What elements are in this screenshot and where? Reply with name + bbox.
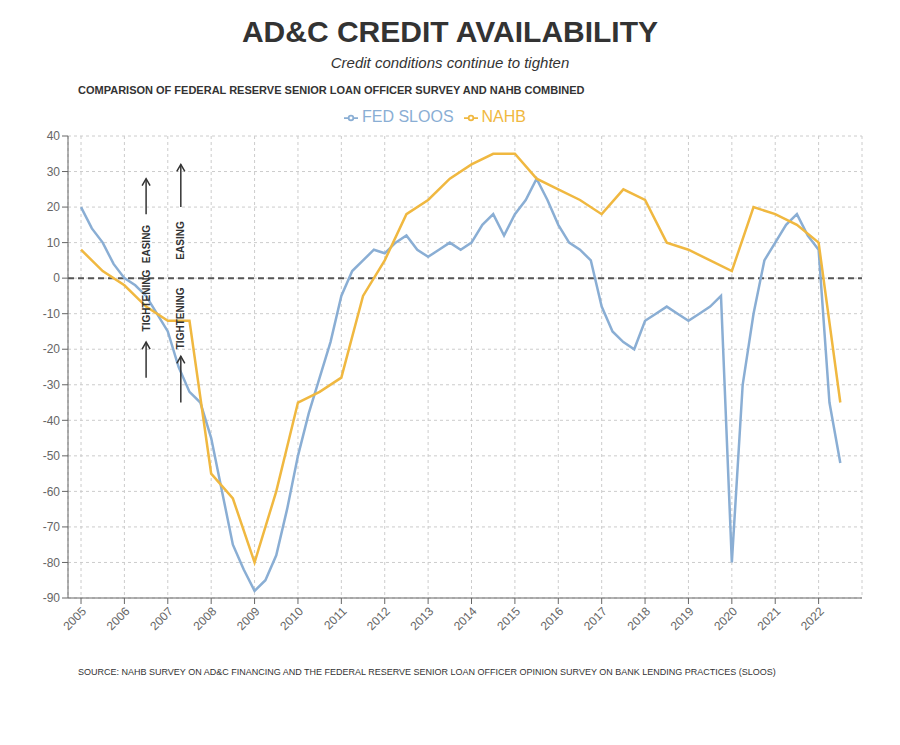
svg-text:2014: 2014: [451, 604, 480, 633]
svg-text:-60: -60: [43, 485, 61, 499]
svg-text:2021: 2021: [755, 604, 784, 633]
svg-text:0: 0: [53, 271, 60, 285]
svg-text:2017: 2017: [581, 604, 610, 633]
svg-text:2016: 2016: [538, 604, 567, 633]
svg-text:-40: -40: [43, 414, 61, 428]
html-text:Credit conditions continue to: Credit conditions continue to tighten: [330, 54, 570, 71]
html-text:COMPARISON OF FEDERAL RESERVE: COMPARISON OF FEDERAL RESERVE SENIOR LOA…: [78, 84, 585, 96]
svg-text:40: 40: [47, 129, 61, 143]
html-text:NAHB: NAHB: [481, 108, 526, 125]
svg-text:EASING: EASING: [175, 221, 186, 260]
svg-text:2018: 2018: [624, 604, 653, 633]
svg-text:2019: 2019: [668, 604, 697, 633]
svg-text:-10: -10: [43, 307, 61, 321]
svg-text:20: 20: [47, 200, 61, 214]
svg-text:2010: 2010: [277, 604, 306, 633]
svg-text:10: 10: [47, 236, 61, 250]
html-text:SOURCE: NAHB SURVEY ON AD&C FI: SOURCE: NAHB SURVEY ON AD&C FINANCING AN…: [78, 667, 776, 677]
svg-text:-50: -50: [43, 449, 61, 463]
svg-text:-80: -80: [43, 556, 61, 570]
svg-text:-30: -30: [43, 378, 61, 392]
svg-text:-20: -20: [43, 342, 61, 356]
svg-text:-70: -70: [43, 520, 61, 534]
svg-text:2022: 2022: [798, 604, 827, 633]
svg-text:2011: 2011: [321, 604, 349, 632]
svg-text:2015: 2015: [494, 604, 523, 633]
svg-text:2009: 2009: [234, 604, 263, 633]
svg-text:-90: -90: [43, 591, 61, 605]
svg-text:2006: 2006: [104, 604, 133, 633]
svg-text:2020: 2020: [711, 604, 740, 633]
svg-text:2012: 2012: [364, 604, 393, 633]
svg-text:TIGHTENING: TIGHTENING: [175, 287, 186, 349]
svg-text:TIGHTENING: TIGHTENING: [141, 270, 152, 332]
html-text:FED SLOOS: FED SLOOS: [362, 108, 454, 125]
svg-text:2008: 2008: [191, 604, 220, 633]
html-text:AD&C CREDIT AVAILABILITY: AD&C CREDIT AVAILABILITY: [242, 15, 658, 48]
svg-text:2005: 2005: [60, 604, 89, 633]
svg-text:2007: 2007: [147, 604, 176, 633]
svg-text:2013: 2013: [407, 604, 436, 633]
svg-text:EASING: EASING: [141, 225, 152, 264]
svg-text:30: 30: [47, 165, 61, 179]
